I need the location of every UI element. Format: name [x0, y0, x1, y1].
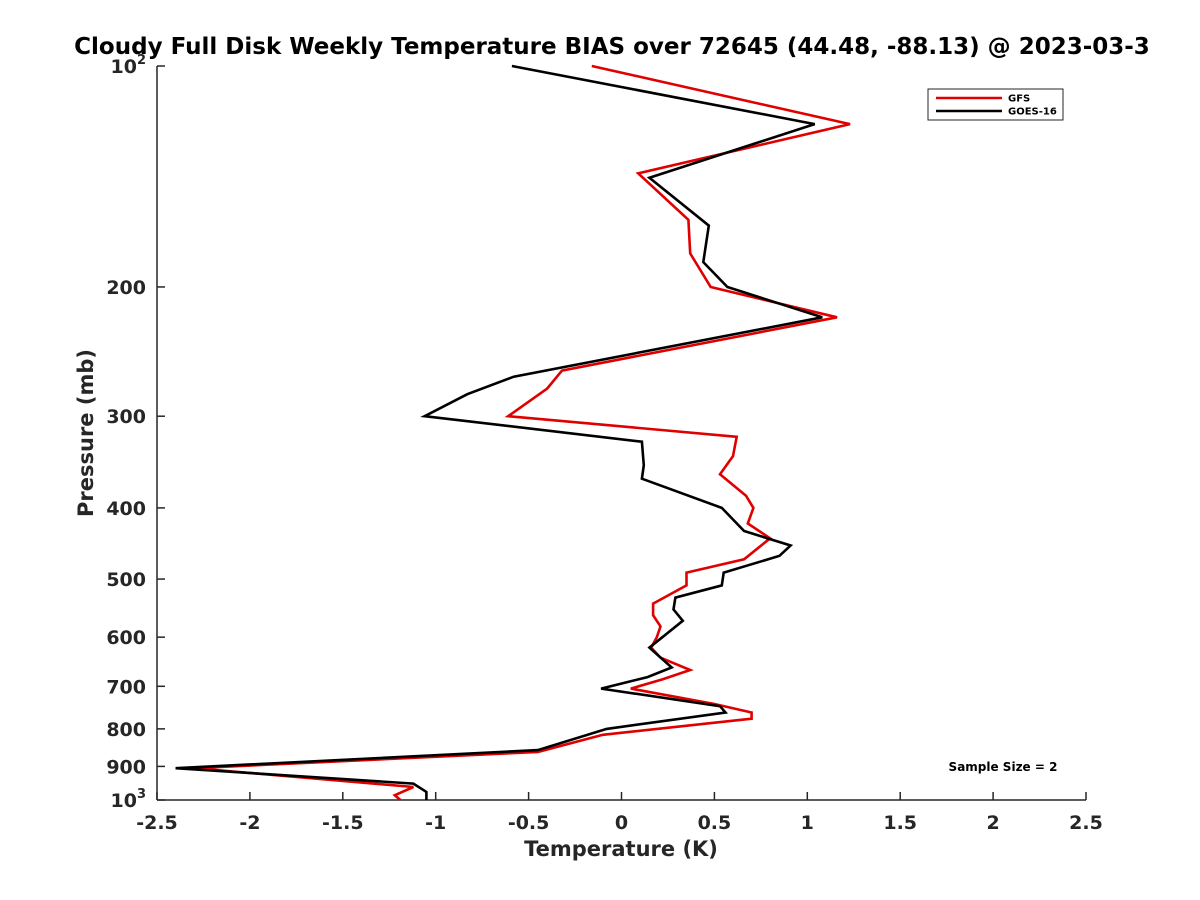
y-tick-label-base: 700	[106, 676, 146, 698]
legend-box	[927, 88, 1064, 121]
y-tick-label-base: 600	[106, 627, 146, 649]
legend-label: GFS	[1008, 94, 1030, 105]
x-tick-label: -1.5	[322, 812, 364, 834]
y-tick-label-base: 10	[111, 56, 137, 78]
series-line-goes-16	[175, 64, 823, 800]
x-tick-label: -2.5	[136, 812, 178, 834]
sample-size-annotation: Sample Size = 2	[949, 760, 1058, 774]
series-line-gfs	[194, 64, 851, 801]
y-tick-label-base: 10	[111, 790, 137, 812]
x-tick-label: -0.5	[508, 812, 550, 834]
chart-title: Cloudy Full Disk Weekly Temperature BIAS…	[74, 34, 1150, 60]
y-tick-label: 900	[106, 756, 146, 778]
y-tick-label-base: 800	[106, 719, 146, 741]
x-axis-ticks: -2.5 -2 -1.5 -1 -0.5 0 0.5 1 1.5 2 2.5	[136, 792, 1103, 834]
y-tick-label: 600	[106, 627, 146, 649]
y-tick-label-exponent: 2	[137, 53, 146, 68]
y-tick-label-exponent: 3	[137, 787, 146, 802]
legend: GFS GOES-16	[927, 88, 1064, 121]
x-tick-label: 0.5	[698, 812, 732, 834]
plot-area	[156, 66, 1086, 801]
x-tick-label: -1	[425, 812, 446, 834]
y-tick-label: 103	[111, 787, 147, 812]
series-lines	[175, 64, 851, 801]
y-tick-label: 400	[106, 498, 146, 520]
y-tick-label: 700	[106, 676, 146, 698]
y-tick-label-base: 300	[106, 406, 146, 428]
y-tick-label: 300	[106, 406, 146, 428]
x-tick-label: 2.5	[1069, 812, 1103, 834]
x-tick-label: 1.5	[883, 812, 917, 834]
y-tick-label: 102	[111, 53, 147, 78]
x-tick-label: 2	[986, 812, 999, 834]
y-tick-label: 500	[106, 569, 146, 591]
y-tick-label-base: 900	[106, 756, 146, 778]
y-tick-label: 200	[106, 277, 146, 299]
x-axis-label: Temperature (K)	[524, 837, 718, 861]
y-tick-label-base: 500	[106, 569, 146, 591]
y-tick-label-base: 200	[106, 277, 146, 299]
y-tick-label: 800	[106, 719, 146, 741]
y-tick-label-base: 400	[106, 498, 146, 520]
x-tick-label: -2	[239, 812, 260, 834]
y-axis-label: Pressure (mb)	[74, 349, 98, 517]
x-tick-label: 0	[615, 812, 628, 834]
legend-label: GOES-16	[1008, 107, 1057, 118]
x-tick-label: 1	[801, 812, 814, 834]
